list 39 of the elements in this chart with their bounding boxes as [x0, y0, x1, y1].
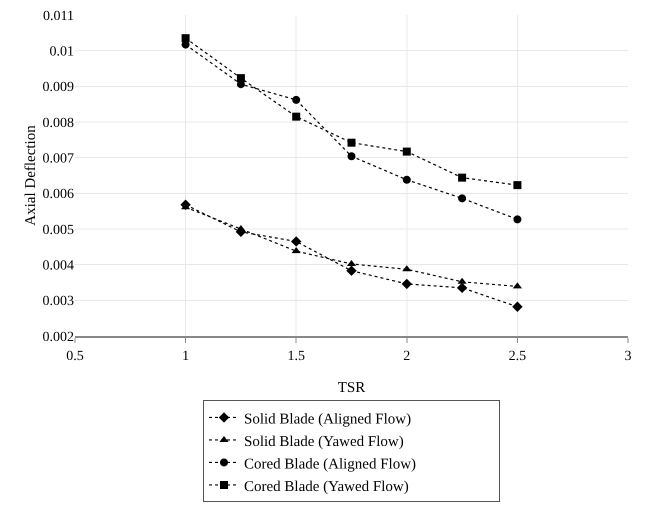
point: [348, 138, 356, 147]
point: [292, 112, 300, 121]
y-tick-label: 0.003: [42, 294, 74, 310]
y-tick-label: 0.002: [42, 330, 74, 345]
point: [182, 34, 190, 42]
legend-label: Cored Blade (Yawed Flow): [244, 478, 409, 495]
legend-label: Solid Blade (Aligned Flow): [244, 411, 412, 428]
point: [513, 181, 522, 190]
point: [458, 194, 466, 202]
point: [292, 96, 300, 104]
x-tick-label: 2: [403, 348, 410, 364]
point: [458, 174, 466, 182]
point: [348, 152, 356, 160]
x-tick-label: 3: [624, 348, 632, 364]
point: [291, 236, 302, 247]
y-tick-label: 0.007: [42, 152, 74, 167]
x-tick-label: 0.5: [66, 348, 84, 364]
point: [512, 302, 523, 312]
x-tick-label: 1.5: [287, 348, 305, 364]
y-tick-label: 0.011: [43, 8, 74, 24]
y-tick-label: 0.01: [50, 44, 74, 60]
x-axis-title: TSR: [338, 380, 366, 396]
legend-label: Solid Blade (Yawed Flow): [244, 434, 404, 450]
point: [513, 215, 522, 224]
y-tick-label: 0.006: [42, 187, 74, 202]
point: [402, 148, 411, 156]
point: [402, 278, 412, 290]
point: [456, 282, 468, 294]
x-tick-label: 2.5: [508, 348, 526, 364]
y-tick-label: 0.009: [42, 80, 74, 96]
point: [236, 74, 245, 82]
y-axis-title: Axial Deflection: [23, 124, 39, 226]
point: [402, 176, 411, 184]
point: [346, 266, 357, 276]
legend-label: Cored Blade (Aligned Flow): [244, 456, 416, 472]
y-tick-label: 0.005: [42, 222, 74, 238]
y-tick-label: 0.004: [42, 258, 74, 274]
y-tick-label: 0.008: [42, 116, 74, 131]
x-tick-label: 1: [182, 348, 190, 364]
